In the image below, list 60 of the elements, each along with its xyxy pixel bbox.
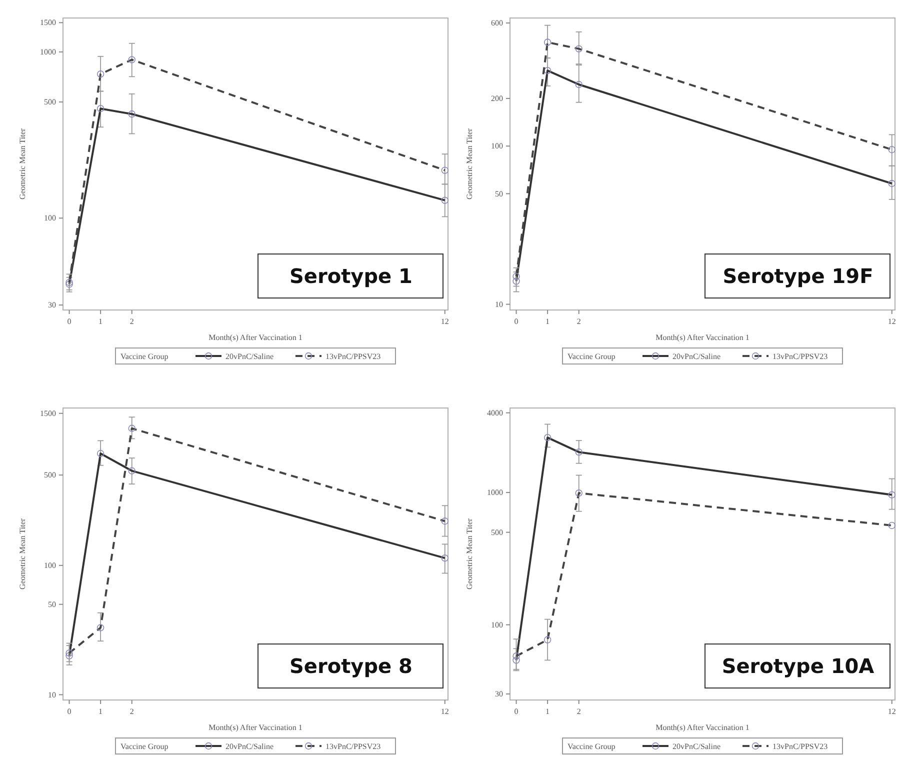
y-tick-label: 100 <box>491 142 503 151</box>
y-axis-title: Geometric Mean Titer <box>18 518 27 590</box>
y-tick-label: 1000 <box>487 488 503 498</box>
legend-label: 13vPnC/PPSV23 <box>772 352 828 361</box>
x-axis-title: Month(s) After Vaccination 1 <box>656 723 750 732</box>
x-tick-label: 1 <box>546 317 550 326</box>
text: Serotype 8 <box>290 654 412 678</box>
legend-label: 13vPnC/PPSV23 <box>772 742 828 751</box>
x-axis-title: Month(s) After Vaccination 1 <box>656 333 750 342</box>
x-tick-label: 1 <box>546 707 550 716</box>
legend-label: 20vPnC/Saline <box>226 352 274 361</box>
y-tick-label: 30 <box>48 300 56 310</box>
x-tick-label: 1 <box>98 317 103 326</box>
y-tick-label: 500 <box>44 98 56 107</box>
text: Serotype 1 <box>290 264 412 288</box>
x-tick-label: 2 <box>576 707 581 716</box>
legend-label: 20vPnC/Saline <box>672 352 721 361</box>
x-tick-label: 12 <box>888 707 896 716</box>
legend-label: 13vPnC/PPSV23 <box>326 352 381 361</box>
legend-title: Vaccine Group <box>568 352 616 361</box>
y-tick-label: 600 <box>491 18 503 28</box>
y-tick-label: 30 <box>495 690 503 699</box>
y-tick-label: 500 <box>491 528 503 537</box>
x-tick-label: 2 <box>576 317 581 326</box>
y-tick-label: 10 <box>48 690 56 700</box>
y-tick-label: 50 <box>495 189 503 198</box>
legend-title: Vaccine Group <box>120 742 168 751</box>
x-tick-label: 2 <box>130 707 134 716</box>
legend-label: 20vPnC/Saline <box>672 742 721 751</box>
y-axis-title: Geometric Mean Titer <box>465 518 474 590</box>
x-axis-title: Month(s) After Vaccination 1 <box>208 723 302 732</box>
x-tick-label: 0 <box>514 317 518 326</box>
x-tick-label: 12 <box>888 317 896 326</box>
y-tick-label: 4000 <box>487 408 503 418</box>
y-tick-label: 200 <box>491 94 503 104</box>
y-tick-label: 50 <box>48 600 56 609</box>
legend-label: 13vPnC/PPSV23 <box>326 742 381 751</box>
x-tick-label: 0 <box>514 707 518 716</box>
y-tick-label: 500 <box>44 470 56 480</box>
legend-title: Vaccine Group <box>120 352 168 361</box>
y-tick-label: 10 <box>495 300 503 309</box>
legend-title: Vaccine Group <box>568 742 616 751</box>
x-tick-label: 12 <box>440 317 449 326</box>
y-axis-title: Geometric Mean Titer <box>18 128 27 200</box>
x-axis-title: Month(s) After Vaccination 1 <box>208 333 302 342</box>
x-tick-label: 1 <box>98 707 103 716</box>
text: Serotype 19F <box>722 264 874 288</box>
y-tick-label: 100 <box>491 620 503 630</box>
y-tick-label: 100 <box>44 560 56 570</box>
legend-label: 20vPnC/Saline <box>226 742 274 751</box>
x-tick-label: 12 <box>440 707 449 716</box>
y-tick-label: 100 <box>44 214 56 223</box>
x-tick-label: 0 <box>67 317 72 326</box>
y-tick-label: 1000 <box>40 47 56 56</box>
text: Serotype 10A <box>722 654 875 678</box>
y-tick-label: 1500 <box>40 18 56 28</box>
x-tick-label: 2 <box>130 317 134 326</box>
x-tick-label: 0 <box>67 707 72 716</box>
y-tick-label: 1500 <box>40 408 56 418</box>
y-axis-title: Geometric Mean Titer <box>465 128 474 200</box>
